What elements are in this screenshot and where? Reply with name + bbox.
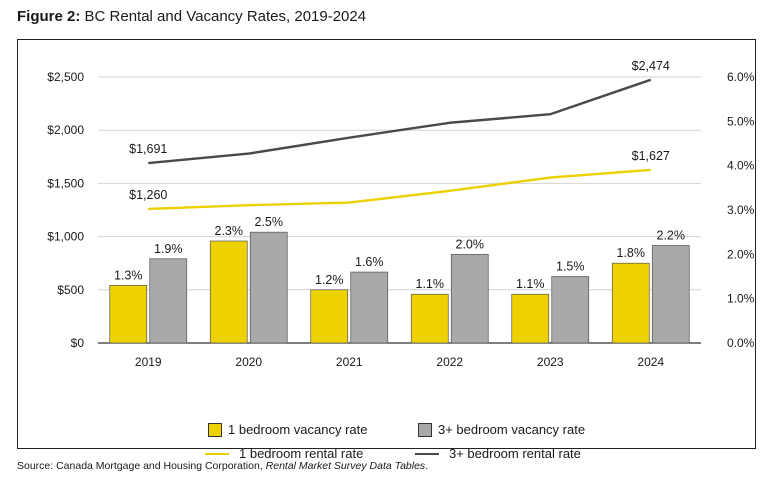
legend-label-1br-vacancy: 1 bedroom vacancy rate: [228, 422, 368, 437]
chart-frame: $0 $500 $1,000 $1,500 $2,000 $2,500 0.0% 1.0% 2.…: [17, 39, 756, 461]
data-label-1br-vacancy: 1.1%: [416, 277, 445, 291]
legend-item-1br-rental: 1 bedroom rental rate: [205, 446, 363, 461]
data-label-1br-rental: $1,627: [632, 149, 670, 163]
figure-number: Figure 2:: [17, 8, 81, 25]
x-tick-label: 2023: [537, 355, 564, 369]
y-right-tick-label: 6.0%: [727, 70, 755, 84]
legend-swatch-1br-rental: [205, 452, 229, 455]
legend-item-3br-rental: 3+ bedroom rental rate: [415, 446, 581, 461]
bar-1br-vacancy: [410, 293, 449, 344]
data-label-3br-vacancy: 1.9%: [154, 242, 183, 256]
bar-3br-vacancy: [350, 271, 389, 344]
y-left-tick-label: $0: [71, 336, 85, 350]
legend-swatch-3br-vacancy: [418, 422, 432, 437]
bar-3br-vacancy: [651, 245, 690, 344]
y-right-tick-label: 4.0%: [727, 159, 755, 173]
chart-svg: $0 $500 $1,000 $1,500 $2,000 $2,500 0.0% 1.0% 2.…: [47, 59, 755, 369]
bar-1br-vacancy: [611, 262, 650, 344]
legend-item-1br-vacancy: 1 bedroom vacancy rate: [208, 422, 367, 437]
y-left-tick-label: $1,000: [47, 230, 84, 244]
source-note: Source: Canada Mortgage and Housing Corp…: [17, 460, 428, 472]
y-right-tick-label: 0.0%: [727, 336, 755, 350]
data-label-1br-vacancy: 1.2%: [315, 273, 344, 287]
y-left-tick-label: $2,500: [47, 70, 84, 84]
y-right-tick-label: 3.0%: [727, 203, 755, 217]
x-tick-label: 2021: [336, 355, 363, 369]
y-right-tick-label: 1.0%: [727, 292, 755, 306]
legend-swatch-3br-rental: [415, 452, 439, 455]
y-left-tick-label: $500: [57, 283, 84, 297]
bar-3br-vacancy: [450, 253, 489, 344]
data-label-3br-vacancy: 1.5%: [556, 260, 585, 274]
source-title: Rental Market Survey Data Tables: [265, 460, 426, 472]
figure-title: Figure 2: BC Rental and Vacancy Rates, 2…: [17, 8, 366, 25]
bar-3br-vacancy: [551, 276, 590, 344]
legend-item-3br-vacancy: 3+ bedroom vacancy rate: [418, 422, 585, 437]
bar-3br-vacancy: [149, 258, 188, 344]
line-1br-rental: [148, 168, 651, 211]
x-tick-label: 2022: [436, 355, 463, 369]
y-right-tick-label: 5.0%: [727, 114, 755, 128]
data-label-3br-vacancy: 2.2%: [657, 228, 686, 242]
data-label-3br-rental: $1,691: [129, 142, 167, 156]
x-tick-label: 2020: [235, 355, 262, 369]
bar-3br-vacancy: [249, 231, 288, 344]
bar-1br-vacancy: [511, 293, 550, 344]
figure-title-text: BC Rental and Vacancy Rates, 2019-2024: [84, 8, 367, 25]
legend-label-3br-vacancy: 3+ bedroom vacancy rate: [438, 422, 586, 437]
x-tick-label: 2019: [135, 355, 162, 369]
data-label-1br-vacancy: 1.1%: [516, 277, 545, 291]
data-label-1br-vacancy: 1.3%: [114, 268, 143, 282]
source-suffix: .: [425, 460, 429, 472]
data-label-3br-vacancy: 2.0%: [456, 237, 485, 251]
data-label-3br-vacancy: 1.6%: [355, 255, 384, 269]
data-label-3br-rental: $2,474: [632, 59, 670, 73]
y-left-tick-label: $1,500: [47, 176, 84, 190]
y-right-tick-label: 2.0%: [727, 247, 755, 261]
y-left-tick-label: $2,000: [47, 123, 84, 137]
bar-1br-vacancy: [209, 240, 248, 344]
legend-label-1br-rental: 1 bedroom rental rate: [239, 446, 364, 461]
bar-1br-vacancy: [109, 285, 148, 344]
data-label-1br-vacancy: 2.3%: [215, 224, 244, 238]
x-tick-label: 2024: [637, 355, 664, 369]
bar-1br-vacancy: [310, 289, 349, 344]
line-3br-rental: [148, 78, 652, 165]
legend-swatch-1br-vacancy: [208, 422, 222, 437]
data-label-1br-vacancy: 1.8%: [617, 246, 646, 260]
legend-label-3br-rental: 3+ bedroom rental rate: [449, 446, 581, 461]
source-prefix: Source: Canada Mortgage and Housing Corp…: [17, 460, 266, 472]
data-label-1br-rental: $1,260: [129, 188, 167, 202]
data-label-3br-vacancy: 2.5%: [255, 215, 284, 229]
